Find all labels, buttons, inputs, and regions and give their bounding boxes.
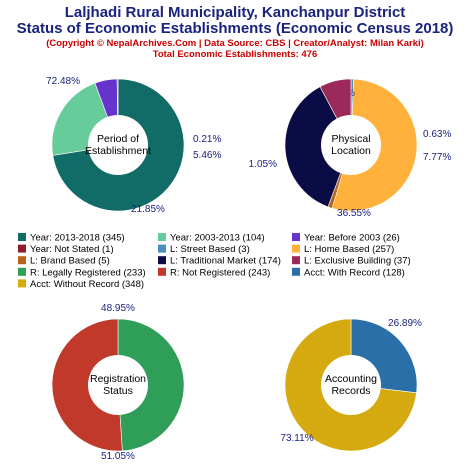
legend-item: Year: 2013-2018 (345) — [30, 233, 125, 244]
legend-item: L: Home Based (257) — [304, 244, 394, 255]
legend-swatch — [292, 233, 300, 241]
legend-item: L: Exclusive Building (37) — [304, 256, 411, 267]
legend: Year: 2013-2018 (345) Year: 2003-2013 (10… — [18, 233, 411, 290]
legend-item: Year: 2003-2013 (104) — [170, 233, 265, 244]
slice-percent-label: 51.05% — [101, 451, 135, 462]
slice-percent-label: 36.55% — [337, 208, 371, 219]
pie-center-label: Status — [103, 385, 133, 397]
legend-swatch — [18, 256, 26, 265]
slice-percent-label: 21.85% — [131, 204, 165, 215]
slice-percent-label: 72.48% — [46, 76, 80, 87]
slice-percent-label: 1.05% — [249, 159, 277, 170]
slice-percent-label: 0.63% — [423, 129, 451, 140]
legend-swatch — [292, 267, 300, 276]
slice-percent-label: 48.95% — [101, 303, 135, 314]
donut-hole — [321, 115, 381, 175]
legend-swatch — [18, 244, 26, 253]
slice-percent-label: 7.77% — [423, 152, 451, 163]
pie-center-label: Registration — [90, 373, 146, 385]
chart-title-line1: Laljhadi Rural Municipality, Kanchanpur … — [65, 4, 406, 21]
legend-item: Acct: With Record (128) — [304, 267, 405, 278]
legend-swatch — [292, 244, 300, 253]
legend-swatch — [158, 256, 166, 265]
pie-center-label: Period of — [97, 133, 139, 145]
slice-percent-label: 26.89% — [388, 318, 422, 329]
pie-center-label: Accounting — [325, 373, 377, 385]
legend-swatch — [158, 233, 166, 241]
pie-slice — [117, 318, 185, 452]
pie-charts: 72.48% 21.85% 5.46% 0.21% Period ofEstablish… — [46, 76, 451, 462]
legend-swatch — [158, 244, 166, 253]
pie-slice — [51, 318, 123, 452]
legend-swatch — [158, 267, 166, 276]
pie-center-label: Establishment — [85, 145, 151, 157]
donut-hole — [321, 355, 381, 415]
donut-hole — [88, 355, 148, 415]
pie-center-label: Records — [331, 385, 370, 397]
legend-swatch — [18, 267, 26, 276]
legend-swatch — [18, 233, 26, 241]
donut-hole — [88, 115, 148, 175]
copyright-note: (Copyright © NepalArchives.Com | Data So… — [46, 38, 424, 49]
legend-item: L: Brand Based (5) — [30, 256, 110, 267]
legend-swatch — [18, 279, 26, 288]
slice-percent-label: 73.11% — [280, 433, 313, 444]
pie-center-label: Location — [331, 145, 371, 157]
legend-item: Year: Not Stated (1) — [30, 244, 114, 255]
pie-center-label: Physical — [331, 133, 370, 145]
chart-title-line2: Status of Economic Establishments (Econo… — [17, 20, 454, 37]
legend-item: L: Street Based (3) — [170, 244, 250, 255]
legend-item: R: Not Registered (243) — [170, 267, 270, 278]
legend-item: Year: Before 2003 (26) — [304, 233, 400, 244]
legend-item: Acct: Without Record (348) — [30, 279, 144, 290]
total-establishments: Total Economic Establishments: 476 — [153, 49, 318, 60]
pie-slice — [284, 86, 352, 208]
legend-item: L: Traditional Market (174) — [170, 256, 281, 267]
slice-percent-label: 0.21% — [193, 134, 221, 145]
legend-item: R: Legally Registered (233) — [30, 267, 146, 278]
legend-swatch — [292, 256, 300, 265]
slice-percent-label: 5.46% — [193, 150, 221, 161]
